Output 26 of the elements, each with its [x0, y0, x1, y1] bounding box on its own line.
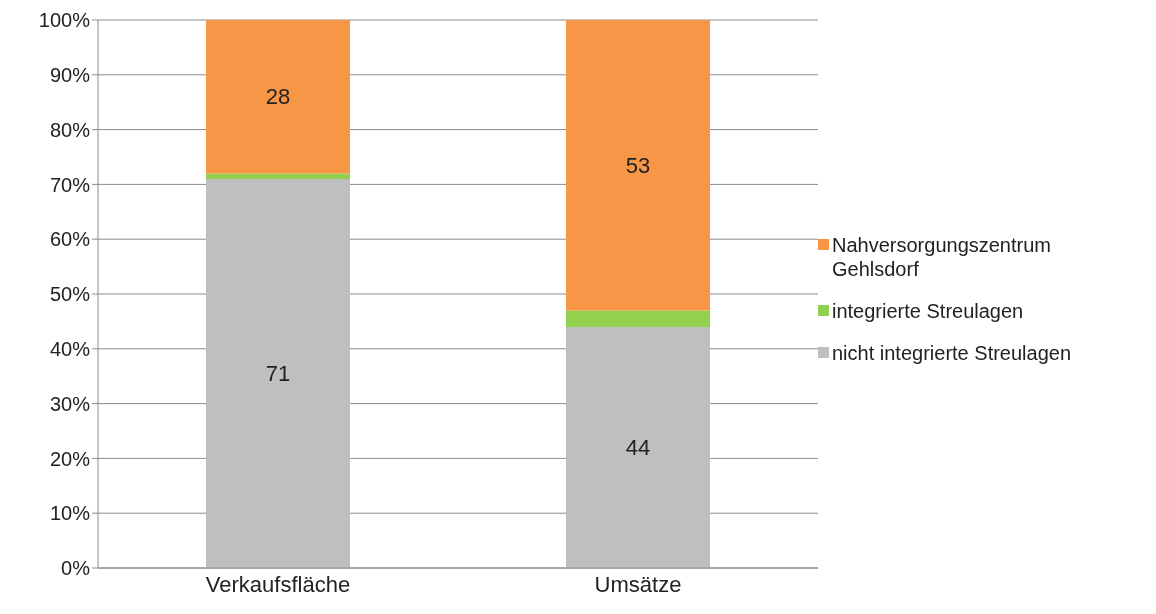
y-tick-label: 30% [49, 392, 91, 415]
data-label: 53 [625, 152, 651, 178]
y-tick-label: 100% [38, 9, 91, 32]
y-tick-label: 40% [49, 337, 91, 360]
legend-label: Nahversorgungszentrum Gehlsdorf [832, 233, 1052, 281]
legend-label: nicht integrierte Streulagen [832, 341, 1072, 365]
bar [566, 20, 710, 311]
legend-label: integrierte Streulagen [832, 299, 1024, 323]
bar [206, 178, 350, 568]
y-tick-label: 60% [49, 228, 91, 251]
bar [206, 20, 350, 174]
y-tick-label: 50% [49, 283, 91, 306]
data-label: 44 [625, 434, 651, 460]
bar [566, 326, 710, 568]
bar [566, 310, 710, 327]
y-tick-label: 70% [49, 173, 91, 196]
y-tick-label: 20% [49, 447, 91, 470]
y-tick-label: 90% [49, 63, 91, 86]
x-tick-label: Umsätze [594, 571, 682, 597]
bar [206, 173, 350, 179]
x-tick-label: Verkaufsfläche [205, 571, 351, 597]
data-label: 71 [265, 360, 291, 386]
y-tick-label: 80% [49, 118, 91, 141]
y-tick-label: 10% [49, 502, 91, 525]
data-label: 28 [265, 84, 291, 110]
y-tick-label: 0% [61, 557, 91, 580]
